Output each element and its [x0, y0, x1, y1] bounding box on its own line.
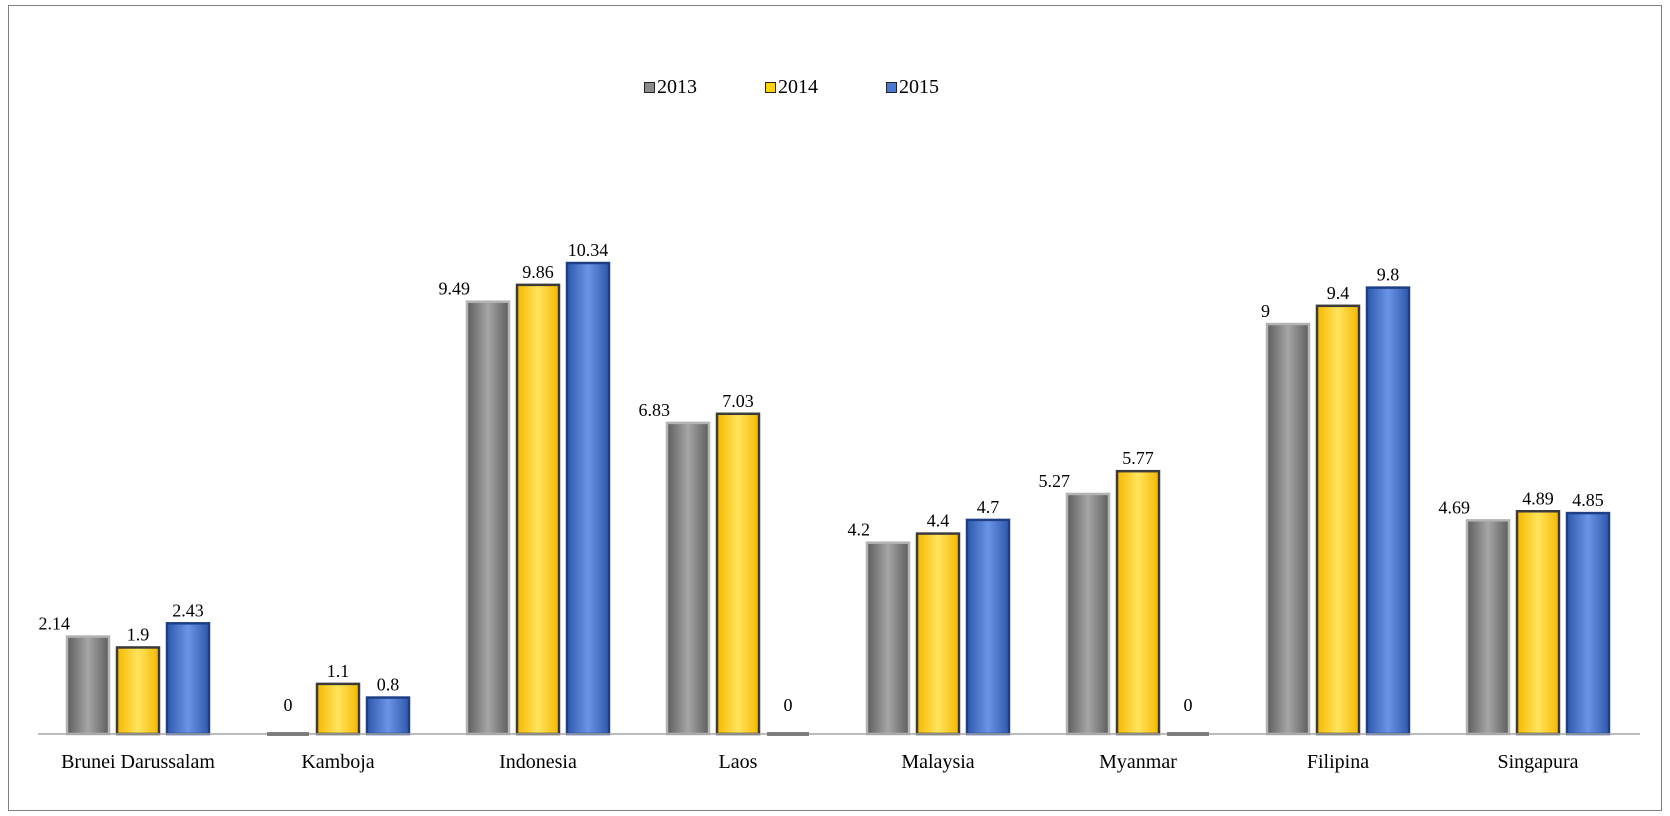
bar-2015-7 [1567, 513, 1609, 734]
category-label-5: Myanmar [1099, 751, 1177, 773]
bar-2013-0 [67, 637, 109, 734]
bar-2014-5 [1117, 471, 1159, 734]
bar-2015-6 [1367, 288, 1409, 734]
category-label-2: Indonesia [499, 751, 577, 773]
data-label-2014-0: 1.9 [127, 624, 150, 644]
data-label-2015-2: 10.34 [568, 240, 609, 260]
data-label-2013-3: 6.83 [639, 400, 671, 420]
bar-2014-4 [917, 534, 959, 734]
category-label-7: Singapura [1497, 751, 1578, 773]
bar-2013-4 [867, 543, 909, 734]
bar-2015-4 [967, 520, 1009, 734]
data-label-2013-1: 0 [284, 695, 293, 715]
bar-2015-2 [567, 263, 609, 734]
category-label-4: Malaysia [901, 751, 974, 773]
bar-2013-3 [667, 423, 709, 734]
data-label-2014-6: 9.4 [1327, 283, 1350, 303]
data-label-2013-5: 5.27 [1039, 471, 1071, 491]
bar-2013-7 [1467, 520, 1509, 734]
data-label-2013-4: 4.2 [848, 520, 871, 540]
bar-2014-7 [1517, 511, 1559, 734]
data-label-2015-0: 2.43 [172, 600, 204, 620]
category-label-6: Filipina [1307, 751, 1369, 773]
bar-2014-3 [717, 414, 759, 734]
bar-2013-6 [1267, 324, 1309, 734]
data-label-2013-7: 4.69 [1439, 497, 1471, 517]
bar-2014-6 [1317, 306, 1359, 734]
bar-2013-5 [1067, 494, 1109, 734]
bar-2014-2 [517, 285, 559, 734]
bar-2015-0 [167, 623, 209, 734]
data-label-2014-7: 4.89 [1522, 488, 1554, 508]
data-label-2013-2: 9.49 [439, 279, 471, 299]
data-label-2015-1: 0.8 [377, 675, 400, 695]
category-label-1: Kamboja [301, 751, 374, 773]
category-label-3: Laos [719, 751, 758, 773]
data-label-2014-2: 9.86 [522, 262, 554, 282]
bar-2013-2 [467, 302, 509, 734]
data-label-2014-3: 7.03 [722, 391, 754, 411]
data-label-2015-6: 9.8 [1377, 265, 1400, 285]
data-label-2014-5: 5.77 [1122, 448, 1154, 468]
bar-2014-1 [317, 684, 359, 734]
data-label-2015-4: 4.7 [977, 497, 1000, 517]
bar-2015-1 [367, 698, 409, 734]
data-label-2015-7: 4.85 [1572, 490, 1604, 510]
category-label-0: Brunei Darussalam [61, 751, 215, 773]
data-label-2015-3: 0 [784, 695, 793, 715]
data-label-2013-6: 9 [1261, 301, 1270, 321]
data-label-2015-5: 0 [1184, 695, 1193, 715]
bar-2014-0 [117, 647, 159, 734]
data-label-2014-4: 4.4 [927, 511, 950, 531]
data-label-2013-0: 2.14 [39, 614, 71, 634]
data-label-2014-1: 1.1 [327, 661, 350, 681]
